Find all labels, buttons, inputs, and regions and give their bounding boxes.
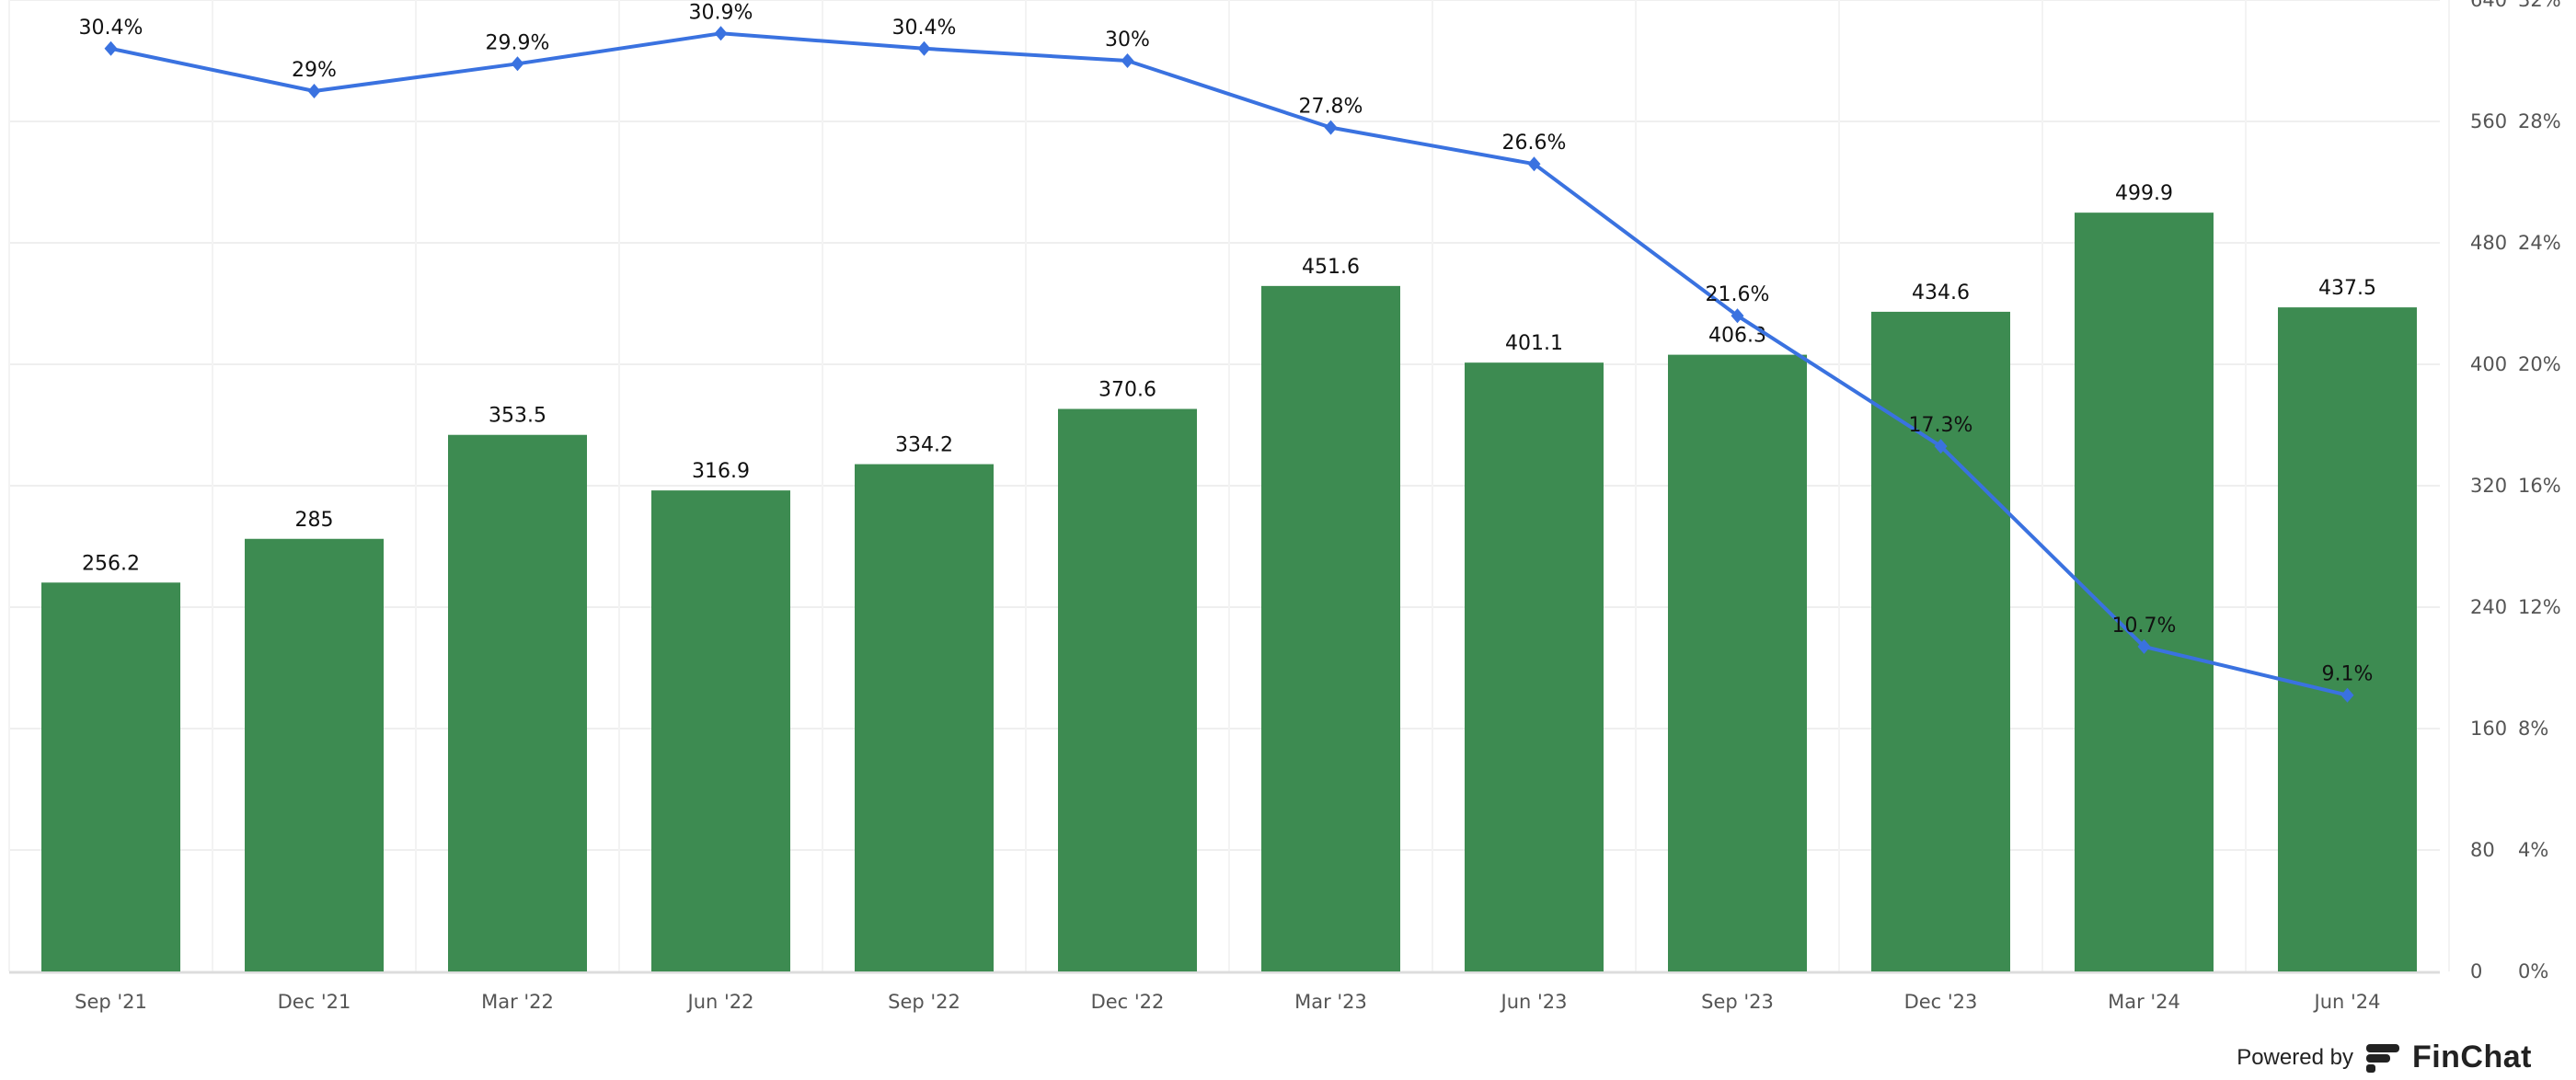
- right-axis-tick: 0%: [2518, 960, 2548, 982]
- line-data-label: 29%: [292, 59, 337, 82]
- line-point-diamond: [1527, 156, 1541, 172]
- bar: [245, 538, 384, 971]
- bar-data-label: 285: [295, 509, 334, 532]
- left-axis-tick: 320: [2470, 475, 2507, 497]
- bar-data-label: 316.9: [692, 460, 750, 483]
- right-axis-tick: 32%: [2518, 0, 2561, 11]
- x-axis-tick: Dec '21: [278, 991, 351, 1013]
- x-axis-tick: Sep '21: [75, 991, 147, 1013]
- x-axis-tick: Mar '22: [481, 991, 554, 1013]
- bar-data-label: 256.2: [82, 552, 140, 575]
- x-axis-tick: Sep '23: [1701, 991, 1774, 1013]
- x-axis-tick: Dec '22: [1091, 991, 1165, 1013]
- finchat-brand: FinChat: [2411, 1040, 2532, 1074]
- right-axis-tick: 24%: [2518, 232, 2561, 254]
- bar: [1871, 311, 2010, 971]
- bar: [651, 490, 790, 971]
- finchat-logo-icon: [2365, 1043, 2399, 1073]
- bar: [2278, 307, 2417, 971]
- bar: [448, 434, 587, 972]
- bar-data-label: 451.6: [1302, 256, 1360, 279]
- right-axis-tick: 8%: [2518, 718, 2548, 740]
- line-point-diamond: [307, 84, 321, 98]
- line-point-diamond: [2137, 638, 2151, 654]
- bar-data-label: 334.2: [895, 434, 953, 457]
- line-data-label: 30.4%: [79, 17, 144, 40]
- bar: [1261, 285, 1400, 971]
- line-data-label: 29.9%: [486, 31, 550, 54]
- left-axis-tick: 480: [2470, 232, 2507, 254]
- bar-data-label: 370.6: [1098, 379, 1156, 402]
- right-axis-tick: 12%: [2518, 596, 2561, 618]
- line-data-label: 30%: [1105, 29, 1150, 52]
- left-axis-tick: 400: [2470, 353, 2507, 375]
- left-axis-tick: 0: [2470, 960, 2482, 982]
- x-axis-tick: Jun '22: [686, 991, 754, 1013]
- line-data-label: 17.3%: [1909, 414, 1973, 437]
- x-axis-tick: Jun '23: [1500, 991, 1568, 1013]
- left-axis-tick: 160: [2470, 718, 2507, 740]
- bar-data-label: 434.6: [1912, 281, 1970, 304]
- x-axis-tick: Jun '24: [2313, 991, 2381, 1013]
- bar: [2075, 213, 2214, 972]
- footer: Powered by FinChat: [2237, 1040, 2532, 1075]
- bar-data-label: 401.1: [1505, 332, 1563, 355]
- line-point-diamond: [1731, 308, 1744, 324]
- line-data-label: 27.8%: [1299, 96, 1363, 119]
- bar: [1465, 362, 1604, 971]
- bar-data-label: 499.9: [2115, 182, 2173, 205]
- line-point-diamond: [2340, 687, 2354, 703]
- x-axis-tick: Mar '24: [2108, 991, 2180, 1013]
- line-point-diamond: [917, 40, 931, 56]
- left-axis-tick: 240: [2470, 596, 2507, 618]
- x-axis-tick: Mar '23: [1294, 991, 1367, 1013]
- powered-by-text: Powered by: [2237, 1044, 2353, 1070]
- line-series: [110, 31, 2348, 697]
- line-data-label: 21.6%: [1706, 283, 1770, 306]
- line-data-label: 26.6%: [1502, 132, 1567, 155]
- line-point-diamond: [1934, 439, 1948, 454]
- line-data-label: 10.7%: [2112, 615, 2177, 638]
- bar: [41, 582, 180, 971]
- bar-data-label: 353.5: [489, 405, 546, 428]
- line-point-diamond: [1324, 120, 1338, 135]
- bar: [1668, 354, 1807, 972]
- left-axis-tick: 640: [2470, 0, 2507, 11]
- right-axis-tick: 4%: [2518, 839, 2548, 861]
- x-axis-tick: Sep '22: [888, 991, 960, 1013]
- bar: [1058, 408, 1197, 971]
- line-point-diamond: [1121, 53, 1134, 68]
- right-axis-tick: 28%: [2518, 110, 2561, 132]
- line-data-label: 30.9%: [689, 1, 753, 24]
- line-point-diamond: [714, 26, 728, 41]
- line-data-label: 30.4%: [892, 17, 957, 40]
- bar: [855, 464, 994, 971]
- left-axis-tick: 80: [2470, 839, 2495, 861]
- line-point-diamond: [104, 40, 118, 56]
- x-axis-tick: Dec '23: [1904, 991, 1978, 1013]
- left-axis-tick: 560: [2470, 110, 2507, 132]
- bar-data-label: 437.5: [2318, 277, 2376, 300]
- right-axis-tick: 20%: [2518, 353, 2561, 375]
- line-point-diamond: [511, 56, 524, 72]
- right-axis-tick: 16%: [2518, 475, 2561, 497]
- line-data-label: 9.1%: [2322, 663, 2374, 686]
